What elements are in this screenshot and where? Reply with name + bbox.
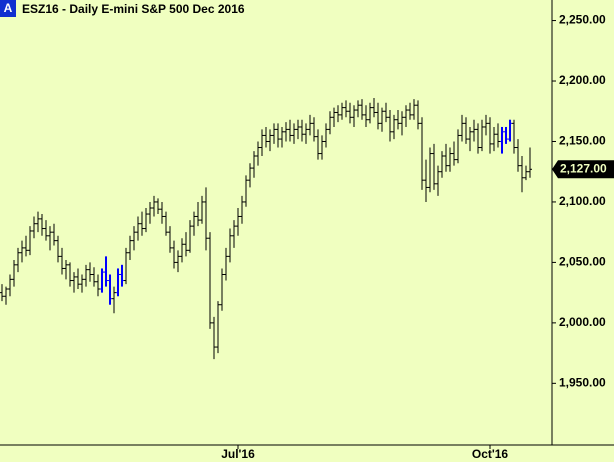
y-tick-label: 2,200.00 [559, 73, 606, 87]
last-price-label: 2,127.00 [560, 161, 607, 175]
badge-box [0, 0, 16, 17]
x-tick-label: Jul'16 [221, 447, 255, 461]
y-tick-label: 2,000.00 [559, 315, 606, 329]
y-tick-label: 2,050.00 [559, 255, 606, 269]
y-tick-label: 2,150.00 [559, 134, 606, 148]
y-tick-label: 2,250.00 [559, 13, 606, 27]
x-tick-label: Oct'16 [472, 447, 509, 461]
y-tick-label: 1,950.00 [559, 376, 606, 390]
badge: A [4, 1, 13, 15]
y-tick-label: 2,100.00 [559, 194, 606, 208]
chart-title: ESZ16 - Daily E-mini S&P 500 Dec 2016 [22, 2, 245, 16]
last-price-box [552, 160, 614, 179]
